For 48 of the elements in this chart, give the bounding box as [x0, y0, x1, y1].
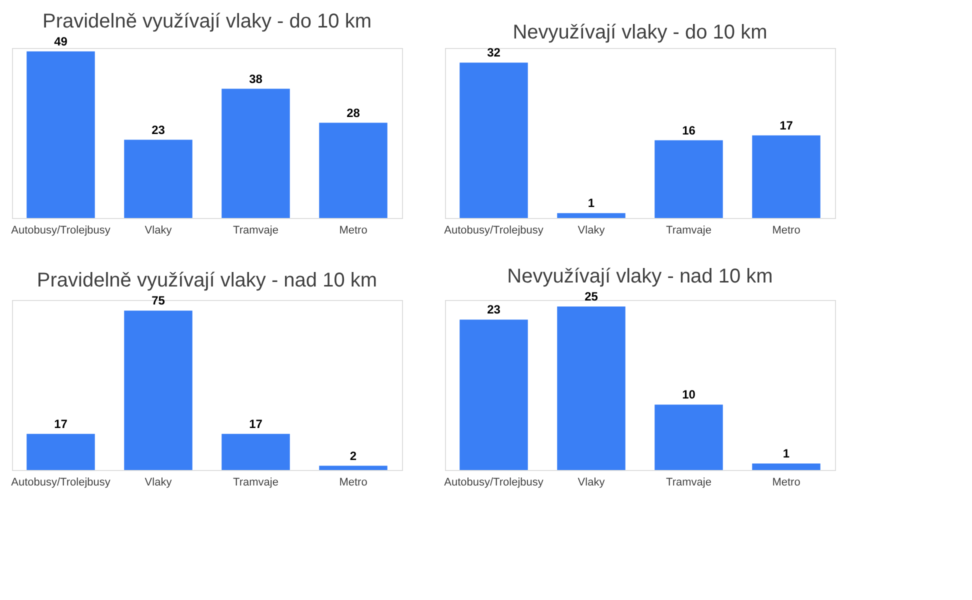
data-label: 17	[780, 118, 794, 132]
x-tick-label: Metro	[339, 224, 368, 236]
bar	[460, 62, 528, 218]
data-label: 23	[152, 122, 166, 137]
data-label: 28	[346, 106, 360, 120]
x-tick-label: Vlaky	[144, 476, 172, 488]
bar	[557, 306, 626, 470]
x-tick-label: Tramvaje	[233, 476, 278, 488]
data-label: 49	[54, 34, 68, 48]
data-label: 25	[584, 290, 598, 304]
x-tick-label: Autobusy/Trolejbusy	[444, 224, 544, 236]
bar	[460, 320, 528, 470]
x-tick-label: Vlaky	[578, 476, 606, 488]
bar	[222, 88, 290, 218]
x-tick-label: Vlaky	[144, 224, 172, 236]
x-tick-label: Tramvaje	[666, 224, 712, 236]
x-tick-label: Metro	[772, 224, 800, 236]
data-label: 38	[249, 72, 263, 86]
data-label: 10	[682, 388, 696, 402]
x-tick-label: Tramvaje	[233, 224, 278, 236]
x-tick-label: Tramvaje	[666, 476, 712, 488]
chart-title: Nevyužívají vlaky - nad 10 km	[507, 266, 773, 288]
bar	[319, 122, 388, 218]
data-label: 16	[682, 123, 696, 138]
bar	[752, 135, 820, 218]
bar	[557, 213, 626, 218]
x-tick-label: Vlaky	[578, 224, 606, 236]
x-tick-label: Autobusy/Trolejbusy	[11, 476, 111, 488]
data-label: 1	[782, 446, 790, 460]
bar	[124, 140, 192, 218]
data-label: 23	[487, 302, 501, 317]
chart-title: Nevyužívají vlaky - do 10 km	[512, 22, 768, 44]
data-label: 32	[487, 46, 501, 60]
bar	[654, 404, 723, 470]
bar	[26, 51, 95, 218]
chart-title: Pravidelně využívají vlaky - nad 10 km	[36, 270, 378, 292]
x-tick-label: Autobusy/Trolejbusy	[444, 476, 544, 488]
x-tick-label: Metro	[772, 476, 800, 488]
x-tick-label: Metro	[339, 476, 368, 488]
data-label: 17	[54, 416, 68, 431]
data-label: 2	[350, 448, 357, 463]
data-label: 17	[249, 416, 263, 431]
data-label: 1	[588, 196, 595, 210]
bar	[654, 140, 723, 218]
x-tick-label: Autobusy/Trolejbusy	[11, 224, 111, 236]
chart-title: Pravidelně využívají vlaky - do 10 km	[42, 10, 372, 32]
data-label: 75	[152, 294, 166, 308]
bar	[752, 463, 820, 470]
